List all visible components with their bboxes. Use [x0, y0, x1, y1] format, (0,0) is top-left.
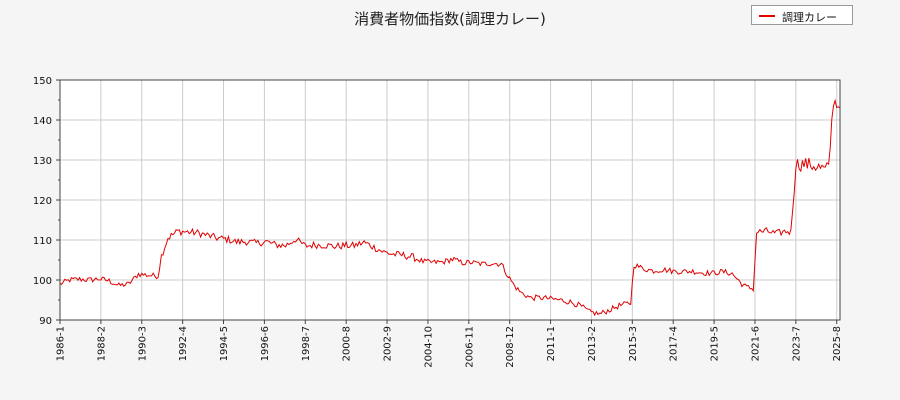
x-tick-label: 1986-1 — [56, 326, 67, 361]
series-line — [59, 98, 841, 317]
x-tick-label: 2013-2 — [587, 326, 598, 361]
x-tick-label: 2017-4 — [669, 326, 680, 361]
y-axis: 90 100 110 120 130 140 150 — [33, 76, 60, 327]
x-tick-label: 1990-3 — [137, 326, 148, 361]
x-tick-label: 2008-12 — [505, 326, 516, 368]
y-tick-label: 130 — [33, 156, 52, 167]
x-tick-label: 2021-6 — [750, 326, 761, 361]
x-tick-label: 2019-5 — [710, 326, 721, 361]
x-tick-label: 1998-7 — [301, 326, 312, 361]
y-tick-label: 120 — [33, 196, 52, 207]
y-tick-label: 100 — [33, 276, 52, 287]
x-tick-label: 2000-8 — [342, 326, 353, 361]
x-tick-label: 1988-2 — [96, 326, 107, 361]
plot-frame — [59, 79, 841, 321]
y-tick-label: 90 — [39, 316, 52, 327]
x-axis: 1986-1 1988-2 1990-3 1992-4 1994-5 1996-6 1998… — [56, 320, 843, 368]
x-tick-label: 2006-11 — [464, 326, 475, 368]
x-tick-label: 1996-6 — [260, 326, 271, 361]
x-tick-label: 2011-1 — [546, 326, 557, 361]
x-tick-label: 2025-8 — [832, 326, 843, 361]
x-tick-label: 1994-5 — [219, 326, 230, 361]
legend-label: 調理カレー — [782, 11, 837, 24]
x-tick-label: 2002-9 — [383, 326, 394, 361]
x-tick-label: 2004-10 — [423, 326, 434, 368]
y-tick-label: 110 — [33, 236, 52, 247]
x-tick-label: 1992-4 — [178, 326, 189, 361]
x-tick-label: 2023-7 — [791, 326, 802, 361]
legend-line-swatch — [759, 15, 775, 17]
chart-title: 消費者物価指数(調理カレー) — [354, 10, 546, 28]
y-tick-label: 140 — [33, 116, 52, 127]
x-tick-label: 2015-3 — [628, 326, 639, 361]
legend: 調理カレー — [751, 5, 853, 25]
y-tick-label: 150 — [33, 76, 52, 87]
